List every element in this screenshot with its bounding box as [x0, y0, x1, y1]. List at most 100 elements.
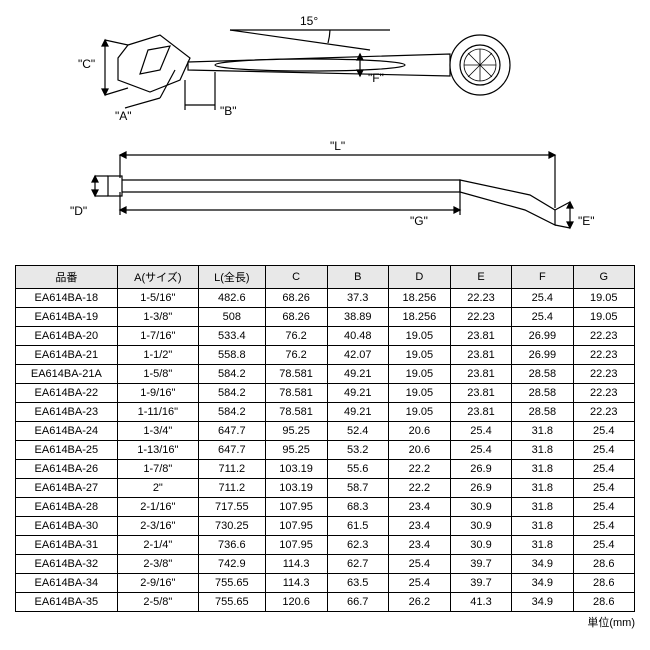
table-cell: 508 [199, 308, 266, 327]
col-d: D [388, 266, 450, 289]
table-cell: 1-3/4" [117, 422, 198, 441]
table-cell: 1-7/16" [117, 327, 198, 346]
table-cell: EA614BA-18 [16, 289, 118, 308]
table-cell: 23.81 [450, 365, 511, 384]
table-cell: EA614BA-28 [16, 498, 118, 517]
table-cell: EA614BA-24 [16, 422, 118, 441]
table-cell: 28.6 [573, 593, 634, 612]
table-cell: 25.4 [388, 555, 450, 574]
table-cell: 2" [117, 479, 198, 498]
table-cell: 25.4 [388, 574, 450, 593]
table-cell: 95.25 [265, 422, 327, 441]
table-cell: 1-7/8" [117, 460, 198, 479]
table-cell: 22.23 [573, 365, 634, 384]
table-cell: 31.8 [512, 441, 573, 460]
table-cell: 61.5 [327, 517, 388, 536]
table-cell: 26.9 [450, 460, 511, 479]
table-cell: EA614BA-21 [16, 346, 118, 365]
table-cell: 39.7 [450, 574, 511, 593]
table-cell: 78.581 [265, 365, 327, 384]
table-cell: 23.81 [450, 403, 511, 422]
table-cell: 730.25 [199, 517, 266, 536]
table-cell: EA614BA-34 [16, 574, 118, 593]
table-cell: 19.05 [388, 384, 450, 403]
label-g: "G" [410, 214, 428, 228]
table-cell: EA614BA-27 [16, 479, 118, 498]
table-cell: 31.8 [512, 536, 573, 555]
table-cell: 1-3/8" [117, 308, 198, 327]
table-cell: 25.4 [573, 441, 634, 460]
table-cell: 23.81 [450, 327, 511, 346]
table-cell: 34.9 [512, 574, 573, 593]
table-cell: EA614BA-25 [16, 441, 118, 460]
table-cell: 34.9 [512, 555, 573, 574]
table-cell: 23.4 [388, 536, 450, 555]
table-row: EA614BA-261-7/8"711.2103.1955.622.226.93… [16, 460, 635, 479]
table-row: EA614BA-221-9/16"584.278.58149.2119.0523… [16, 384, 635, 403]
table-cell: 55.6 [327, 460, 388, 479]
table-cell: 31.8 [512, 422, 573, 441]
table-cell: 63.5 [327, 574, 388, 593]
label-e: "E" [578, 214, 595, 228]
label-a: "A" [115, 109, 132, 123]
table-cell: 53.2 [327, 441, 388, 460]
table-cell: 52.4 [327, 422, 388, 441]
table-row: EA614BA-302-3/16"730.25107.9561.523.430.… [16, 517, 635, 536]
table-cell: 2-3/8" [117, 555, 198, 574]
table-cell: 28.58 [512, 384, 573, 403]
table-cell: 38.89 [327, 308, 388, 327]
table-row: EA614BA-352-5/8"755.65120.666.726.241.33… [16, 593, 635, 612]
table-cell: 107.95 [265, 498, 327, 517]
table-cell: 1-1/2" [117, 346, 198, 365]
table-cell: 736.6 [199, 536, 266, 555]
table-cell: 49.21 [327, 403, 388, 422]
table-cell: 68.26 [265, 308, 327, 327]
table-cell: 19.05 [388, 327, 450, 346]
table-cell: 120.6 [265, 593, 327, 612]
table-cell: EA614BA-19 [16, 308, 118, 327]
table-cell: 711.2 [199, 460, 266, 479]
table-cell: 25.4 [573, 536, 634, 555]
table-cell: 1-5/16" [117, 289, 198, 308]
wrench-diagram: 15° "F" "C" "A" "B" "L" [10, 10, 630, 250]
table-row: EA614BA-21A1-5/8"584.278.58149.2119.0523… [16, 365, 635, 384]
table-cell: 755.65 [199, 593, 266, 612]
table-cell: 41.3 [450, 593, 511, 612]
table-cell: 23.81 [450, 346, 511, 365]
table-row: EA614BA-322-3/8"742.9114.362.725.439.734… [16, 555, 635, 574]
table-cell: EA614BA-30 [16, 517, 118, 536]
table-cell: 19.05 [573, 289, 634, 308]
table-cell: 30.9 [450, 498, 511, 517]
table-cell: 19.05 [388, 403, 450, 422]
table-cell: 28.58 [512, 403, 573, 422]
col-f: F [512, 266, 573, 289]
table-cell: 95.25 [265, 441, 327, 460]
table-cell: 26.9 [450, 479, 511, 498]
col-length: L(全長) [199, 266, 266, 289]
table-cell: 1-5/8" [117, 365, 198, 384]
table-cell: 2-3/16" [117, 517, 198, 536]
table-cell: 78.581 [265, 403, 327, 422]
table-cell: EA614BA-23 [16, 403, 118, 422]
table-cell: 40.48 [327, 327, 388, 346]
table-cell: 22.2 [388, 460, 450, 479]
table-cell: 42.07 [327, 346, 388, 365]
table-cell: 62.7 [327, 555, 388, 574]
label-angle: 15° [300, 14, 318, 28]
table-cell: 18.256 [388, 289, 450, 308]
label-l: "L" [330, 139, 345, 153]
table-cell: EA614BA-21A [16, 365, 118, 384]
col-e: E [450, 266, 511, 289]
table-row: EA614BA-201-7/16"533.476.240.4819.0523.8… [16, 327, 635, 346]
table-cell: 25.4 [573, 479, 634, 498]
table-cell: 22.23 [573, 403, 634, 422]
table-cell: 2-1/16" [117, 498, 198, 517]
table-cell: 1-13/16" [117, 441, 198, 460]
table-cell: 76.2 [265, 346, 327, 365]
table-cell: 78.581 [265, 384, 327, 403]
table-row: EA614BA-191-3/8"50868.2638.8918.25622.23… [16, 308, 635, 327]
table-cell: 49.21 [327, 384, 388, 403]
label-c: "C" [78, 57, 95, 71]
table-cell: EA614BA-31 [16, 536, 118, 555]
table-cell: 22.23 [450, 289, 511, 308]
